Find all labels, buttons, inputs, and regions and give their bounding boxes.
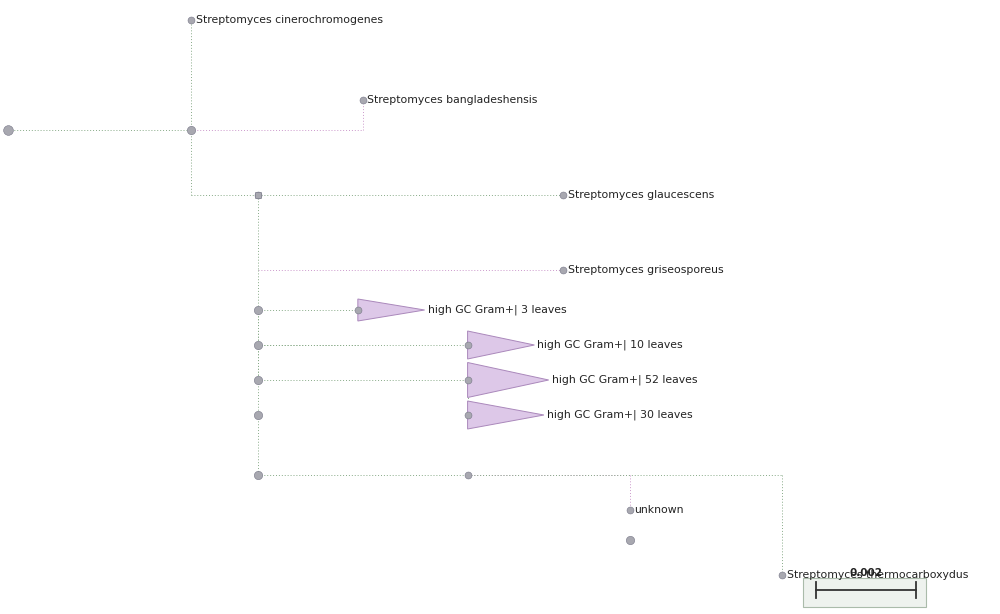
Text: 0.002: 0.002 [849, 568, 882, 578]
Text: unknown: unknown [635, 505, 684, 515]
Text: Streptomyces griseosporeus: Streptomyces griseosporeus [568, 265, 723, 275]
Text: high GC Gram+| 30 leaves: high GC Gram+| 30 leaves [547, 410, 692, 420]
Polygon shape [468, 401, 544, 429]
Polygon shape [358, 299, 425, 321]
Text: Streptomyces thermocarboxydus: Streptomyces thermocarboxydus [787, 570, 969, 580]
FancyBboxPatch shape [803, 578, 926, 607]
Text: high GC Gram+| 10 leaves: high GC Gram+| 10 leaves [537, 340, 683, 350]
Polygon shape [468, 362, 549, 397]
Text: high GC Gram+| 52 leaves: high GC Gram+| 52 leaves [552, 375, 697, 385]
Text: Streptomyces cinerochromogenes: Streptomyces cinerochromogenes [196, 15, 383, 25]
Text: Streptomyces glaucescens: Streptomyces glaucescens [568, 190, 714, 200]
Text: high GC Gram+| 3 leaves: high GC Gram+| 3 leaves [428, 305, 566, 315]
Polygon shape [468, 331, 534, 359]
Text: Streptomyces bangladeshensis: Streptomyces bangladeshensis [367, 95, 538, 105]
